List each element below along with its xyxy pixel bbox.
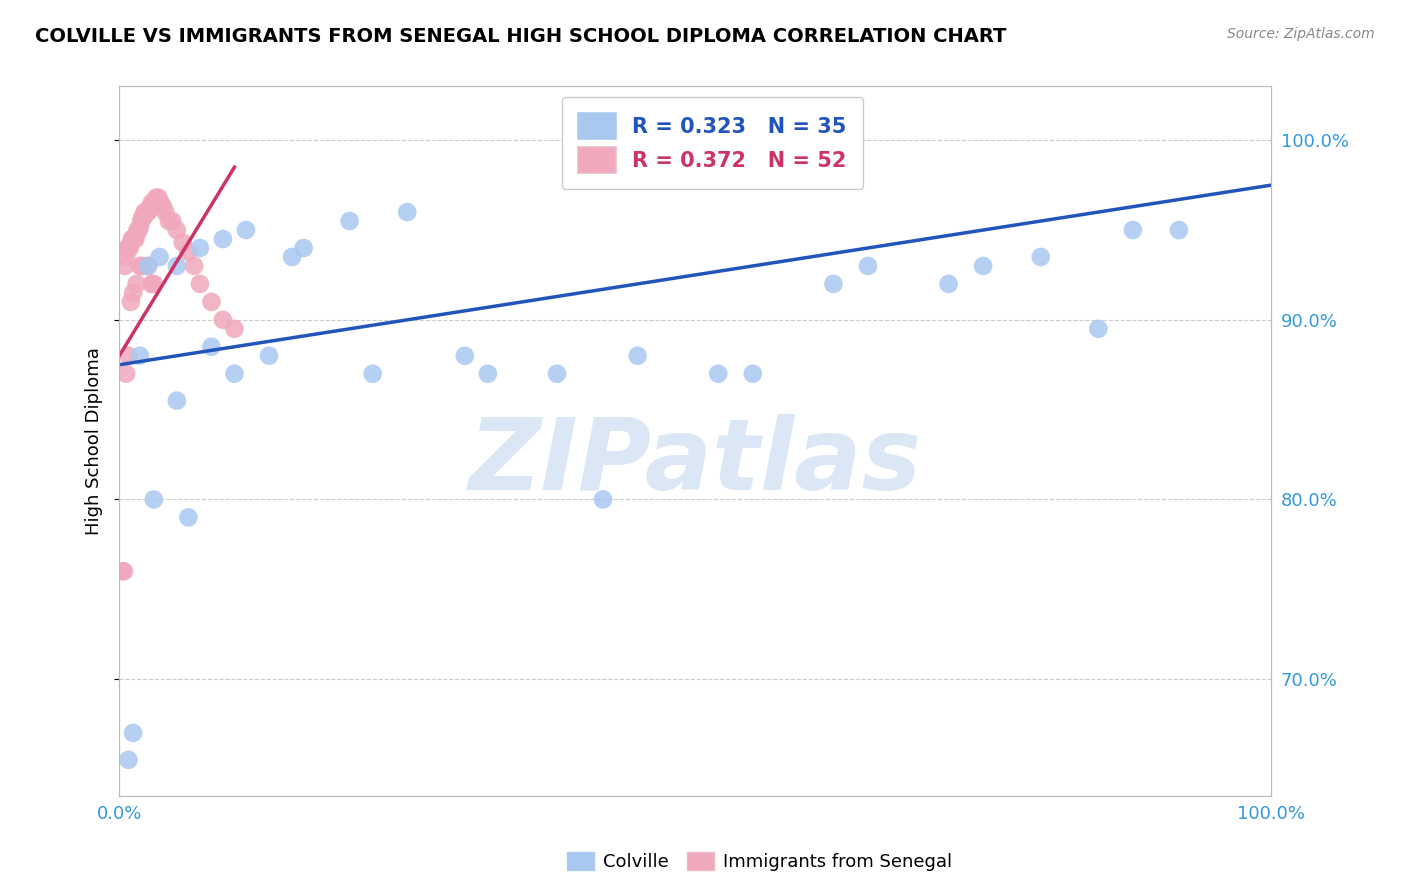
Point (139, 202, 162, 216)
Point (122, 285, 145, 300)
Point (122, 232, 145, 246)
Point (127, 223, 149, 237)
Text: ZIPatlas: ZIPatlas (468, 414, 922, 511)
Point (281, 250, 304, 264)
Point (166, 223, 188, 237)
Point (129, 349, 152, 363)
Point (129, 259, 152, 273)
Point (938, 277, 960, 291)
Point (131, 211, 153, 225)
Point (707, 367, 730, 381)
Point (188, 277, 211, 291)
Point (129, 214, 152, 228)
Point (626, 349, 648, 363)
Point (120, 235, 142, 250)
Point (200, 340, 222, 354)
Point (136, 205, 159, 219)
Point (125, 277, 148, 291)
Point (132, 211, 155, 225)
Point (135, 205, 157, 219)
Point (972, 259, 994, 273)
Point (166, 393, 188, 408)
Point (166, 259, 188, 273)
Point (152, 200, 174, 214)
Point (122, 726, 145, 740)
Point (856, 259, 879, 273)
Text: COLVILLE VS IMMIGRANTS FROM SENEGAL HIGH SCHOOL DIPLOMA CORRELATION CHART: COLVILLE VS IMMIGRANTS FROM SENEGAL HIGH… (35, 27, 1007, 45)
Point (117, 349, 139, 363)
Point (339, 214, 361, 228)
Point (183, 259, 205, 273)
Point (142, 492, 165, 507)
Point (155, 205, 177, 219)
Point (157, 214, 180, 228)
Point (224, 322, 246, 336)
Legend: R = 0.323   N = 35, R = 0.372   N = 52: R = 0.323 N = 35, R = 0.372 N = 52 (561, 96, 863, 189)
Point (1029, 250, 1052, 264)
Point (162, 214, 184, 228)
Point (136, 259, 159, 273)
Point (122, 232, 145, 246)
Point (172, 235, 194, 250)
Point (117, 753, 139, 767)
Point (121, 232, 143, 246)
Point (118, 241, 141, 255)
Point (141, 277, 163, 291)
Point (142, 277, 165, 291)
Point (135, 205, 157, 219)
Point (235, 223, 257, 237)
Point (111, 564, 134, 578)
Point (177, 510, 200, 524)
Point (115, 250, 138, 264)
Point (257, 349, 280, 363)
Point (477, 367, 499, 381)
Point (114, 259, 136, 273)
Point (177, 244, 200, 259)
Y-axis label: High School Diploma: High School Diploma (86, 347, 103, 535)
Point (120, 294, 142, 309)
Point (124, 232, 146, 246)
Point (141, 196, 163, 211)
Point (212, 313, 235, 327)
Point (224, 367, 246, 381)
Point (454, 349, 477, 363)
Point (292, 241, 315, 255)
Point (1087, 322, 1109, 336)
Point (136, 259, 159, 273)
Point (115, 367, 138, 381)
Point (741, 367, 763, 381)
Point (212, 232, 235, 246)
Point (1122, 223, 1144, 237)
Point (131, 259, 153, 273)
Point (546, 367, 568, 381)
Point (149, 250, 172, 264)
Point (592, 492, 614, 507)
Point (142, 196, 165, 211)
Point (128, 223, 150, 237)
Point (117, 241, 139, 255)
Point (148, 191, 170, 205)
Point (149, 196, 172, 211)
Point (200, 294, 222, 309)
Point (823, 277, 845, 291)
Point (112, 564, 135, 578)
Point (145, 191, 167, 205)
Point (361, 367, 384, 381)
Legend: Colville, Immigrants from Senegal: Colville, Immigrants from Senegal (560, 845, 959, 879)
Point (1168, 223, 1191, 237)
Point (125, 227, 148, 241)
Point (117, 241, 139, 255)
Point (138, 202, 160, 216)
Point (129, 219, 152, 234)
Text: Source: ZipAtlas.com: Source: ZipAtlas.com (1227, 27, 1375, 41)
Point (396, 205, 419, 219)
Point (188, 241, 211, 255)
Point (134, 205, 156, 219)
